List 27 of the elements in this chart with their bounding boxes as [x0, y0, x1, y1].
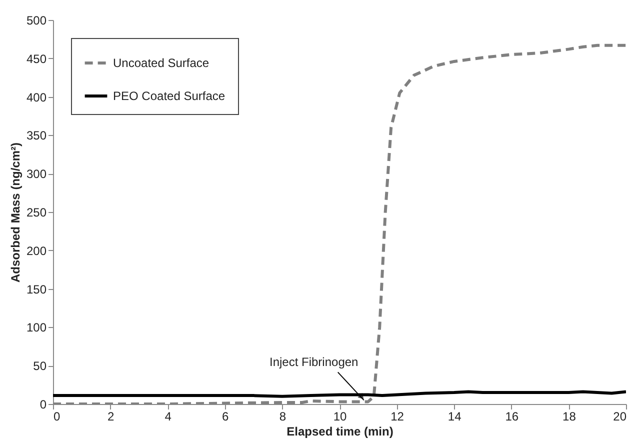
x-tick-label: 18	[562, 410, 576, 424]
x-axis-title: Elapsed time (min)	[286, 424, 394, 438]
y-tick-label: 400	[26, 90, 47, 104]
y-tick-label: 200	[26, 244, 47, 258]
x-tick-label: 8	[279, 410, 286, 424]
y-tick-label: 300	[26, 167, 47, 182]
legend-label: PEO Coated Surface	[113, 89, 226, 103]
legend-label: Uncoated Surface	[113, 56, 210, 70]
annotation: Inject Fibrinogen	[269, 355, 358, 370]
y-tick-label: 350	[26, 128, 47, 143]
y-tick-label: 250	[26, 206, 47, 220]
y-tick-label: 50	[33, 359, 47, 374]
x-tick-label: 6	[222, 410, 230, 424]
x-tick-label: 16	[505, 410, 519, 424]
x-tick-label: 2	[107, 410, 114, 424]
y-tick-label: 450	[26, 52, 47, 66]
y-tick-label: 100	[26, 320, 47, 335]
x-tick-label: 12	[390, 410, 404, 424]
x-tick-label: 4	[164, 410, 172, 424]
y-axis-title: Adsorbed Mass (ng/cm²)	[8, 142, 22, 283]
x-tick-label: 20	[613, 410, 627, 424]
x-tick-label: 10	[333, 410, 347, 424]
y-tick-label: 0	[40, 398, 47, 412]
y-tick-label: 150	[26, 282, 47, 296]
x-tick-label: 14	[448, 410, 462, 424]
y-tick-label: 500	[26, 14, 47, 28]
x-tick-label: 0	[54, 410, 60, 424]
